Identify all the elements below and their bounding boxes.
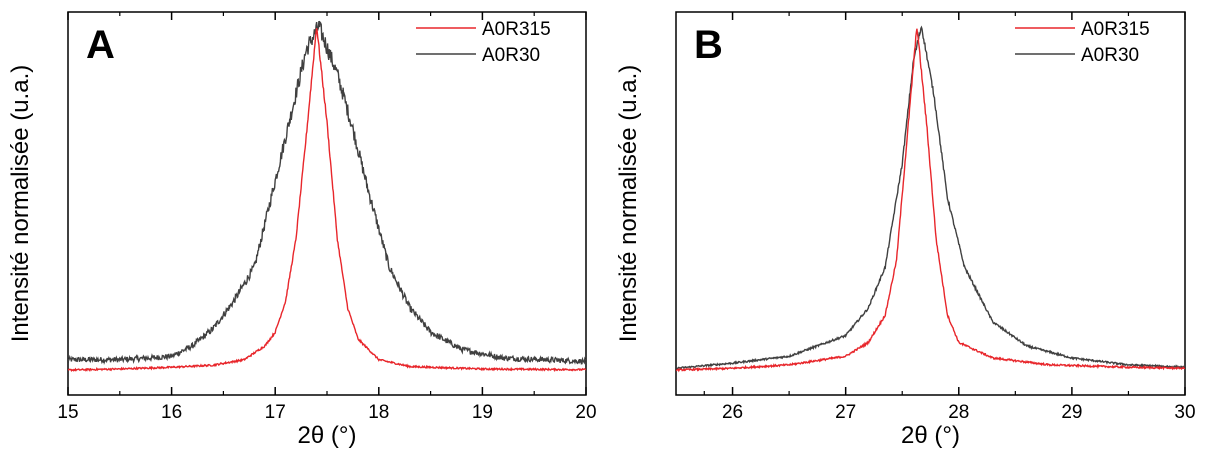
series-line-A0R30 [676,25,1185,370]
y-axis-title: Intensité normalisée (u.a.) [615,65,642,342]
chart-panel-B: 26 27 28 29 30 2θ (°) Intensité normalisée (u.… [615,11,1196,449]
legend-label-A0R30: A0R30 [1081,45,1139,66]
x-tick-label: 28 [948,402,969,423]
x-tick-label: 16 [161,402,182,423]
plot-frame [675,11,1186,396]
series-line-A0R315 [676,28,1185,373]
legend-label-A0R30: A0R30 [482,45,540,66]
x-tick-label: 26 [722,402,743,423]
x-tick-label: 27 [835,402,856,423]
x-tick-label: 15 [57,402,78,423]
legend-label-A0R315: A0R315 [1081,19,1150,40]
x-tick-label: 30 [1174,402,1195,423]
panel-label: A [86,23,115,67]
x-axis-title: 2θ (°) [901,422,960,449]
panel-label: B [694,23,723,67]
plot-frame [67,11,587,396]
y-axis-title: Intensité normalisée (u.a.) [7,65,34,342]
x-tick-label: 20 [575,402,596,423]
x-tick-label: 17 [265,402,286,423]
x-tick-label: 19 [472,402,493,423]
chart-panel-A: 15 16 17 18 19 20 2θ (°) Intensité normalisée (… [7,11,597,449]
series-line-A0R315 [68,28,586,373]
x-axis-title: 2θ (°) [298,422,357,449]
x-tick-label: 29 [1061,402,1082,423]
x-tick-label: 18 [368,402,389,423]
legend-label-A0R315: A0R315 [482,19,551,40]
series-line-A0R30 [68,20,586,365]
